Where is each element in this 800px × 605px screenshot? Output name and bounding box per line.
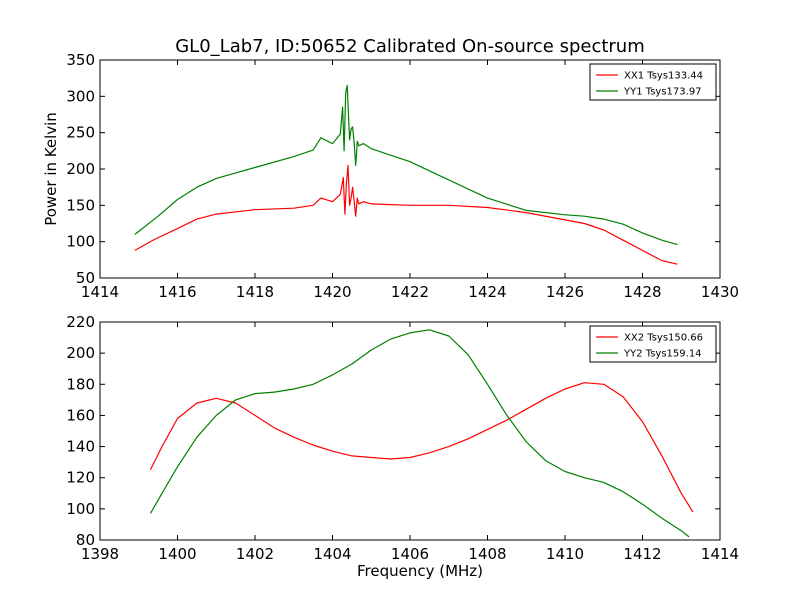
x-tick-label: 1430 <box>701 283 739 301</box>
legend-label: XX2 Tsys150.66 <box>624 333 703 344</box>
y-tick-label: 80 <box>76 531 95 549</box>
y-tick-label: 350 <box>66 51 95 69</box>
y-tick-label: 200 <box>66 160 95 178</box>
x-tick-label: 1420 <box>313 283 351 301</box>
x-axis-label: Frequency (MHz) <box>357 562 483 580</box>
x-tick-label: 1406 <box>391 545 429 563</box>
x-tick-label: 1418 <box>236 283 274 301</box>
chart-title: GL0_Lab7, ID:50652 Calibrated On-source … <box>175 36 645 57</box>
x-tick-label: 1404 <box>313 545 351 563</box>
x-tick-label: 1408 <box>468 545 506 563</box>
x-tick-label: 1412 <box>623 545 661 563</box>
x-tick-label: 1402 <box>236 545 274 563</box>
x-tick-label: 1428 <box>623 283 661 301</box>
legend-box <box>589 325 717 363</box>
y-tick-label: 250 <box>66 124 95 142</box>
y-tick-label: 300 <box>66 87 95 105</box>
legend: XX1 Tsys133.44 YY1 Tsys173.97 <box>589 63 717 101</box>
legend-box <box>589 63 717 101</box>
y-tick-label: 140 <box>66 438 95 456</box>
x-tick-label: 1410 <box>546 545 584 563</box>
x-tick-label: 1424 <box>468 283 506 301</box>
y-tick-label: 120 <box>66 469 95 487</box>
y-tick-label: 160 <box>66 406 95 424</box>
y-tick-label: 100 <box>66 500 95 518</box>
y-tick-label: 150 <box>66 196 95 214</box>
x-tick-label: 1426 <box>546 283 584 301</box>
y-tick-label: 100 <box>66 233 95 251</box>
y-tick-label: 220 <box>66 313 95 331</box>
x-tick-label: 1400 <box>158 545 196 563</box>
top-panel: 1414 1416 1418 1420 1422 1424 1426 1428 1430 50 10… <box>42 51 739 301</box>
legend-label: YY1 Tsys173.97 <box>623 87 702 98</box>
y-axis-label: Power in Kelvin <box>42 112 60 226</box>
series-line-1-1 <box>149 329 690 538</box>
x-tick-label: 1416 <box>158 283 196 301</box>
series-line-1-0 <box>149 382 694 513</box>
legend: XX2 Tsys150.66 YY2 Tsys159.14 <box>589 325 717 363</box>
legend-label: YY2 Tsys159.14 <box>623 349 702 360</box>
x-tick-label: 1422 <box>391 283 429 301</box>
legend-label: XX1 Tsys133.44 <box>624 71 703 82</box>
series-line-0-1 <box>134 84 678 246</box>
x-tick-label: 1398 <box>81 545 119 563</box>
y-tick-label: 50 <box>76 269 95 287</box>
y-tick-label: 180 <box>66 375 95 393</box>
x-tick-label: 1414 <box>81 283 119 301</box>
series-line-0-0 <box>134 164 678 265</box>
bottom-panel: 1398 1400 1402 1404 1406 1408 1410 1412 1414 80 10… <box>66 313 739 580</box>
y-tick-label: 200 <box>66 344 95 362</box>
x-tick-label: 1414 <box>701 545 739 563</box>
